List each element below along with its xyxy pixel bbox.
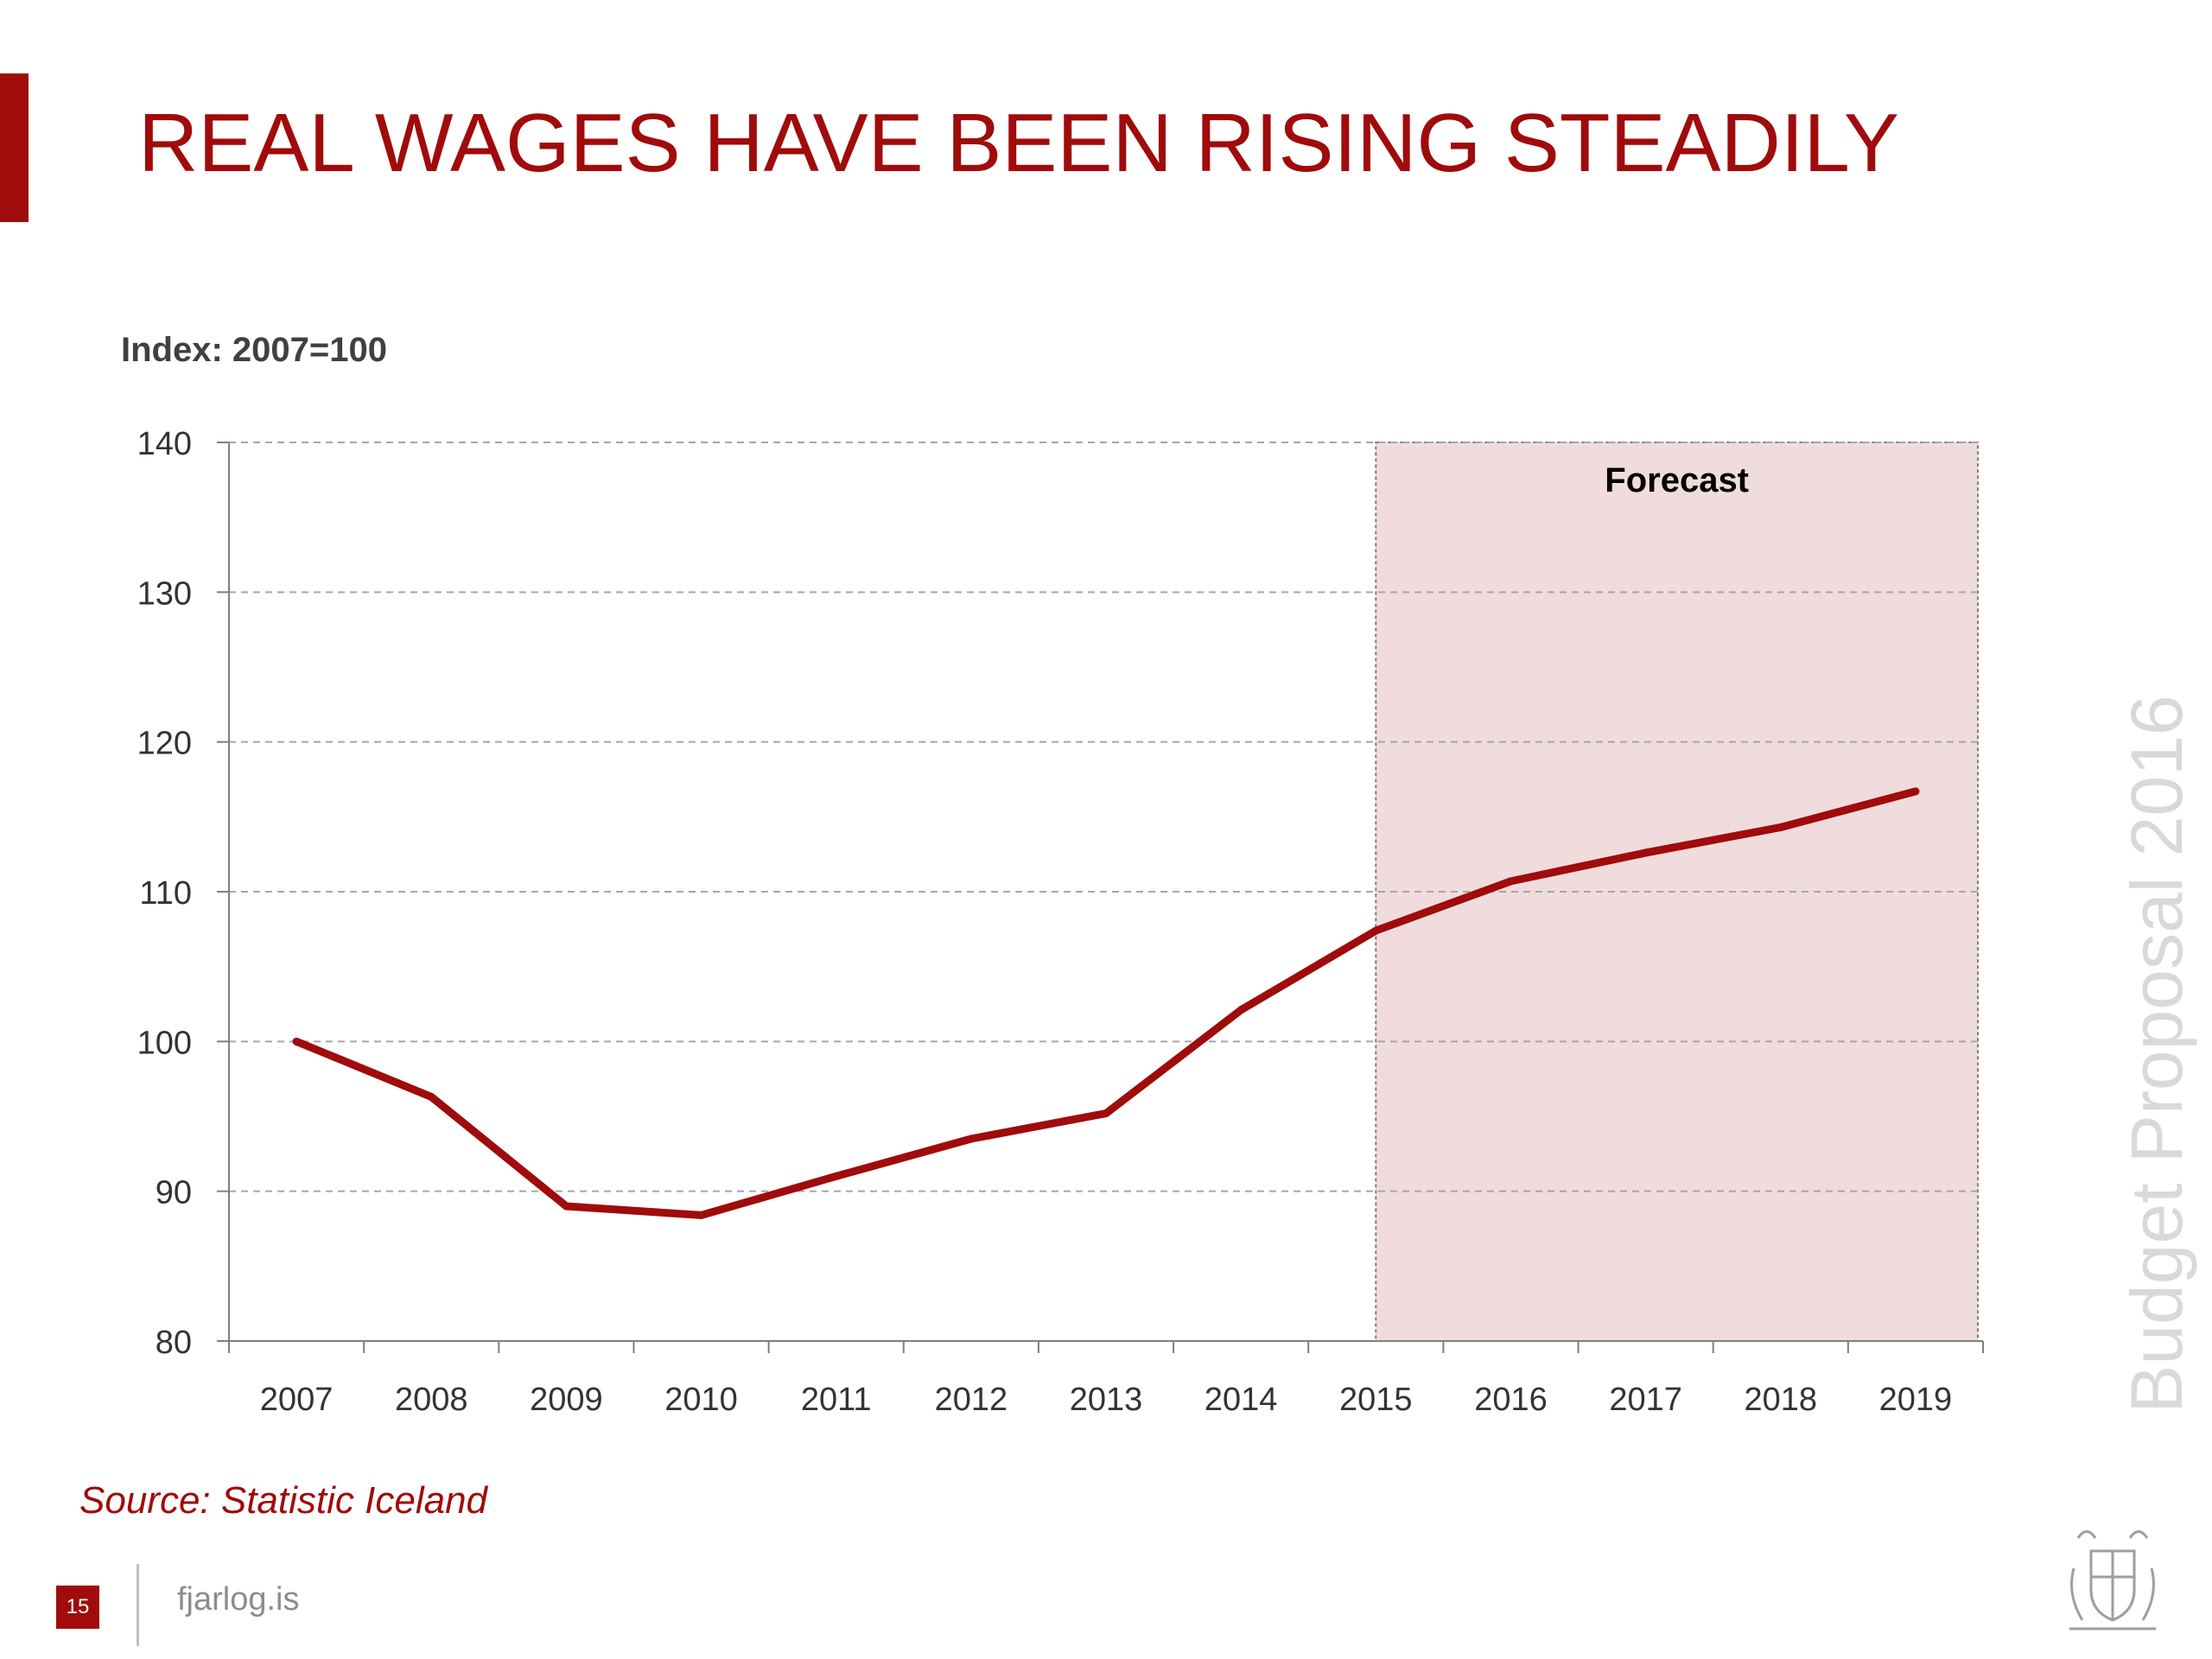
x-tick-label: 2015 <box>1339 1382 1413 1418</box>
data-point <box>562 1202 570 1211</box>
y-tick-label: 130 <box>137 575 192 612</box>
forecast-label: Forecast <box>1605 461 1749 499</box>
x-tick-label: 2009 <box>530 1382 603 1418</box>
data-point <box>292 1037 301 1046</box>
y-tick-label: 80 <box>156 1325 192 1361</box>
x-tick-label: 2019 <box>1879 1382 1953 1418</box>
vertical-brand-text: Budget Proposal 2016 <box>2116 695 2197 1414</box>
x-tick-label: 2014 <box>1205 1382 1278 1418</box>
y-tick-label: 120 <box>137 726 192 762</box>
crest-icon <box>2069 1530 2156 1630</box>
data-point <box>1777 823 1785 831</box>
y-tick-label: 90 <box>156 1175 192 1211</box>
x-tick-label: 2011 <box>801 1382 872 1418</box>
x-tick-label: 2012 <box>935 1382 1008 1418</box>
source-note: Source: Statistic Iceland <box>79 1479 488 1522</box>
data-point <box>1506 877 1515 886</box>
x-tick-label: 2008 <box>395 1382 468 1418</box>
data-point <box>427 1092 435 1101</box>
x-tick-label: 2013 <box>1070 1382 1143 1418</box>
y-tick-label: 140 <box>137 426 192 462</box>
data-point <box>1911 787 1920 796</box>
x-tick-label: 2007 <box>260 1382 334 1418</box>
slide-title: REAL WAGES HAVE BEEN RISING STEADILY <box>138 97 1899 189</box>
data-point <box>832 1172 841 1180</box>
chart-title: Index: 2007=100 <box>121 331 387 369</box>
data-point <box>1371 926 1380 935</box>
data-point <box>967 1135 976 1143</box>
x-tick-label: 2018 <box>1744 1382 1817 1418</box>
data-point <box>1642 849 1650 857</box>
footer-divider <box>137 1564 139 1646</box>
y-tick-label: 100 <box>137 1025 192 1061</box>
x-tick-label: 2016 <box>1474 1382 1548 1418</box>
page-number: 15 <box>56 1586 99 1629</box>
data-point <box>1236 1006 1245 1014</box>
x-tick-label: 2017 <box>1609 1382 1682 1418</box>
site-link[interactable]: fjarlog.is <box>177 1581 300 1618</box>
data-point <box>1102 1109 1110 1118</box>
data-point <box>697 1211 706 1219</box>
x-tick-label: 2010 <box>664 1382 738 1418</box>
y-tick-label: 110 <box>139 875 192 912</box>
accent-bar <box>0 73 29 222</box>
